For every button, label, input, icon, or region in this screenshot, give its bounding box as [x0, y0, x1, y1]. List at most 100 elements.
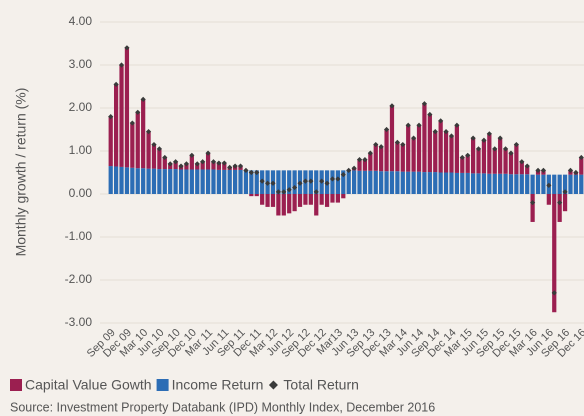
bar-segment	[254, 170, 259, 194]
total-return-marker	[459, 154, 465, 161]
bar-segment	[184, 163, 189, 170]
total-return-marker	[546, 182, 552, 188]
bar-segment	[416, 125, 422, 172]
bar-segment	[281, 194, 286, 216]
total-return-marker	[189, 152, 195, 158]
bar-segment	[384, 129, 389, 172]
bar-segment	[124, 167, 130, 194]
bar-segment	[352, 170, 357, 194]
total-return-marker	[113, 81, 119, 87]
bar-segment	[406, 125, 411, 172]
total-return-marker	[475, 146, 482, 152]
bar-segment	[422, 172, 427, 194]
total-return-marker	[140, 96, 146, 102]
bar-segment	[416, 171, 422, 194]
total-return-marker	[421, 101, 428, 107]
bar-segment	[189, 155, 194, 170]
bar-segment	[292, 194, 297, 212]
bar-segment	[400, 171, 405, 194]
bar-segment	[216, 163, 221, 170]
total-return-marker	[210, 159, 217, 165]
bar-segment	[184, 169, 189, 194]
total-return-marker	[448, 133, 455, 139]
total-return-marker	[443, 129, 449, 135]
total-return-marker	[151, 141, 157, 148]
bar-segment	[454, 125, 459, 173]
bar-segment	[503, 148, 508, 174]
bar-segment	[433, 131, 438, 173]
total-return-marker	[308, 178, 314, 184]
bar-segment	[389, 171, 395, 194]
bar-segment	[195, 163, 200, 170]
total-return-marker	[432, 129, 438, 135]
y-tick-label: -2.00	[65, 272, 93, 286]
bar-segment	[205, 153, 211, 170]
bar-segment	[481, 140, 487, 174]
total-return-marker	[540, 167, 547, 173]
bar-segment	[303, 194, 308, 205]
total-return-marker	[562, 189, 568, 195]
bar-segment	[514, 174, 519, 194]
bar-segment	[362, 159, 368, 171]
bar-segment	[357, 159, 362, 171]
total-return-marker	[297, 180, 303, 186]
total-return-marker	[530, 200, 536, 206]
bar-segment	[270, 194, 276, 207]
bar-segment	[508, 174, 514, 194]
bar-segment	[119, 65, 124, 167]
bar-segment	[476, 173, 481, 194]
bar-segment	[471, 138, 476, 174]
bar-segment	[535, 174, 541, 194]
total-return-marker	[567, 167, 574, 173]
y-axis-label: Monthly growth / return (%)	[13, 88, 29, 257]
legend-swatch	[10, 379, 22, 391]
bar-segment	[384, 171, 389, 194]
source-note: Source: Investment Property Databank (IP…	[10, 400, 435, 414]
bar-segment	[130, 167, 135, 194]
total-return-marker	[237, 163, 244, 169]
total-return-marker	[281, 189, 287, 195]
bar-segment	[211, 169, 216, 194]
bar-segment	[368, 170, 373, 194]
bar-segment	[205, 169, 211, 194]
total-return-marker	[470, 135, 476, 141]
total-return-marker	[324, 180, 330, 186]
bar-segment	[114, 166, 119, 194]
bar-segment	[260, 194, 265, 205]
bar-segment	[222, 169, 227, 194]
bar-segment	[200, 169, 205, 194]
bar-segment	[498, 173, 503, 194]
total-return-marker	[319, 178, 325, 184]
bar-segment	[465, 172, 470, 194]
total-return-marker	[135, 109, 141, 115]
total-return-marker	[275, 189, 281, 195]
legend-label: Income Return	[172, 377, 264, 393]
y-tick-label: 3.00	[69, 57, 93, 71]
total-return-marker	[264, 180, 271, 186]
total-return-marker	[551, 290, 557, 296]
bar-segment	[443, 172, 449, 194]
total-return-marker	[145, 129, 152, 135]
total-return-marker	[216, 160, 222, 166]
bar-segment	[265, 194, 270, 207]
total-return-marker	[205, 150, 211, 156]
total-return-marker	[313, 189, 319, 195]
bar-segment	[222, 163, 227, 170]
bar-segment	[465, 155, 470, 173]
total-return-marker	[286, 187, 292, 193]
total-return-marker	[329, 176, 336, 182]
bar-segment	[238, 169, 243, 194]
bar-segment	[498, 138, 503, 174]
bar-segment	[254, 194, 259, 197]
total-return-marker	[405, 122, 411, 128]
bar-segment	[530, 174, 535, 194]
bar-segment	[395, 171, 400, 194]
total-return-marker	[183, 161, 190, 167]
bar-segment	[508, 153, 514, 175]
bar-segment	[168, 169, 173, 194]
bar-segment	[525, 174, 530, 194]
bar-segment	[341, 194, 346, 199]
bar-segment	[395, 142, 400, 172]
bar-segment	[292, 170, 297, 194]
